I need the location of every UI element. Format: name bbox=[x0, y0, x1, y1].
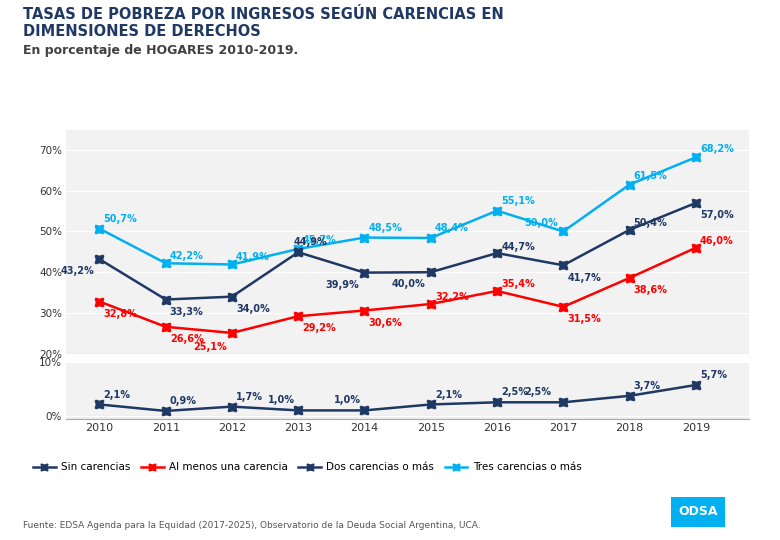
Text: 46,0%: 46,0% bbox=[700, 235, 734, 246]
Text: 30,6%: 30,6% bbox=[369, 318, 402, 328]
Text: 50,0%: 50,0% bbox=[524, 218, 558, 228]
Text: 44,7%: 44,7% bbox=[502, 242, 535, 252]
Text: En porcentaje de HOGARES 2010-2019.: En porcentaje de HOGARES 2010-2019. bbox=[23, 44, 299, 57]
Text: 5,7%: 5,7% bbox=[700, 370, 727, 380]
Text: 61,5%: 61,5% bbox=[633, 171, 668, 181]
Text: 41,9%: 41,9% bbox=[236, 252, 270, 262]
Text: 26,6%: 26,6% bbox=[170, 334, 204, 344]
Text: 2,5%: 2,5% bbox=[502, 387, 528, 397]
Text: 2,1%: 2,1% bbox=[104, 389, 130, 400]
Text: 25,1%: 25,1% bbox=[193, 342, 227, 352]
Text: 44,9%: 44,9% bbox=[294, 237, 328, 247]
Text: 31,5%: 31,5% bbox=[567, 314, 601, 324]
Text: 29,2%: 29,2% bbox=[303, 323, 336, 334]
Text: 55,1%: 55,1% bbox=[502, 195, 535, 206]
Text: 33,3%: 33,3% bbox=[170, 307, 204, 317]
Text: 48,5%: 48,5% bbox=[369, 222, 402, 233]
Text: 41,7%: 41,7% bbox=[567, 273, 601, 282]
Text: ODSA: ODSA bbox=[679, 505, 718, 518]
Text: 2,5%: 2,5% bbox=[524, 387, 551, 397]
Legend: Sin carencias, Al menos una carencia, Dos carencias o más, Tres carencias o más: Sin carencias, Al menos una carencia, Do… bbox=[29, 458, 586, 476]
Text: 39,9%: 39,9% bbox=[325, 280, 360, 290]
Text: 38,6%: 38,6% bbox=[633, 285, 668, 295]
Text: 50,7%: 50,7% bbox=[104, 214, 137, 224]
Text: TASAS DE POBREZA POR INGRESOS SEGÚN CARENCIAS EN: TASAS DE POBREZA POR INGRESOS SEGÚN CARE… bbox=[23, 7, 504, 22]
Text: 48,4%: 48,4% bbox=[435, 223, 469, 233]
Text: 50,4%: 50,4% bbox=[633, 218, 668, 228]
Text: 1,0%: 1,0% bbox=[334, 395, 361, 406]
Text: 32,8%: 32,8% bbox=[104, 309, 137, 319]
Text: 42,2%: 42,2% bbox=[170, 251, 204, 261]
Text: 3,7%: 3,7% bbox=[633, 381, 661, 391]
Text: 1,7%: 1,7% bbox=[236, 392, 263, 402]
Text: 43,2%: 43,2% bbox=[61, 266, 94, 276]
Text: 32,2%: 32,2% bbox=[435, 292, 469, 302]
Text: DIMENSIONES DE DERECHOS: DIMENSIONES DE DERECHOS bbox=[23, 24, 261, 39]
Text: Fuente: EDSA Agenda para la Equidad (2017-2025), Observatorio de la Deuda Social: Fuente: EDSA Agenda para la Equidad (201… bbox=[23, 521, 481, 530]
Text: 45,7%: 45,7% bbox=[303, 235, 336, 245]
Text: 40,0%: 40,0% bbox=[392, 280, 426, 289]
Text: 35,4%: 35,4% bbox=[502, 279, 535, 289]
Text: 57,0%: 57,0% bbox=[700, 210, 734, 220]
Text: 1,0%: 1,0% bbox=[268, 395, 295, 406]
Text: 2,1%: 2,1% bbox=[435, 389, 462, 400]
Text: 34,0%: 34,0% bbox=[236, 304, 270, 314]
Text: 0,9%: 0,9% bbox=[170, 396, 197, 406]
Text: 68,2%: 68,2% bbox=[700, 144, 734, 154]
